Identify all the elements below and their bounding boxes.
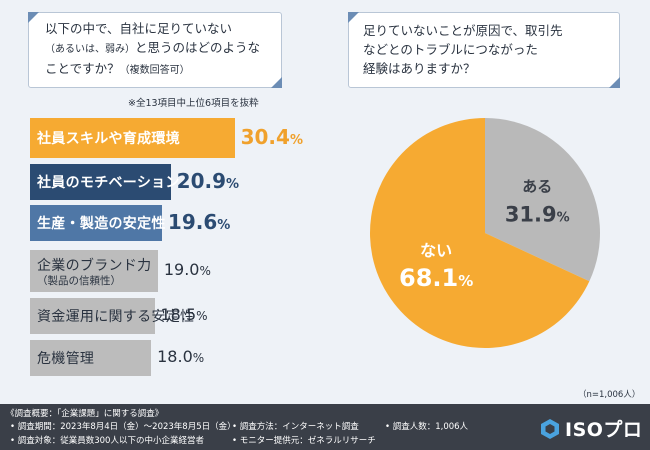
bar-label: 企業のブランド力 (37, 258, 152, 274)
pie-slice-yes (485, 118, 600, 282)
bar-value-label: 30.4% (241, 125, 303, 149)
bar-label: 社員のモチベーション (37, 175, 180, 191)
corner-accent (28, 12, 39, 23)
pie-value-unit: % (458, 272, 473, 290)
question-right-line3: 経験はありますか？ (363, 61, 476, 76)
selection-note: ※全13項目中上位6項目を抜粋 (128, 98, 259, 109)
survey-target: • 調査対象：従業員数300人以下の中小企業経営者 (10, 436, 204, 446)
bar-value-unit: % (199, 264, 211, 278)
question-right-line2: などとのトラブルにつながった (363, 42, 538, 57)
question-box-right: 足りていないことが原因で、取引先 などとのトラブルにつながった 経験はありますか… (348, 12, 620, 88)
survey-title: 《調査概要：「企業課題」に関する調査》 (6, 409, 164, 419)
pie-chart: ある 31.9% ない 68.1% (370, 118, 600, 348)
bar-value-label: 19.0% (164, 260, 211, 279)
question-left-line3-small: （複数回答可） (119, 65, 190, 76)
bar-6: 危機管理 (30, 340, 152, 376)
sample-size: （n=1,006人） (578, 390, 641, 400)
bar-value-number: 19.6 (167, 210, 218, 234)
bar-value-unit: % (217, 218, 231, 233)
survey-footer: 《調査概要：「企業課題」に関する調査》 • 調査期間：2023年8月4日（金）～… (0, 404, 650, 450)
question-left-line1: 以下の中で、自社に足りていない (45, 21, 233, 36)
question-left-line2-main: と思うのはどのような (135, 40, 261, 55)
pie-slice-value: 68.1% (399, 264, 473, 292)
hexagon-logo-icon (541, 418, 559, 439)
bar-value-label: 18.5% (161, 305, 208, 324)
bar-value-label: 19.6% (168, 210, 230, 234)
bar-value-unit: % (196, 309, 208, 323)
bar-value-number: 20.9 (176, 169, 227, 193)
logo-text: ISOプロ (565, 419, 643, 441)
question-left-line2: （あるいは、弱み）と思うのはどのような (45, 38, 271, 59)
survey-count: • 調査人数：1,006人 (385, 422, 469, 432)
pie-value-unit: % (557, 211, 570, 226)
bar-value-number: 19.0 (163, 260, 200, 279)
bar-value-label: 20.9% (177, 169, 239, 193)
pie-slice-label: ない (420, 241, 452, 260)
corner-accent (609, 77, 620, 88)
bar-value-unit: % (289, 133, 303, 148)
bar-label: 生産・製造の安定性 (37, 216, 166, 232)
bar-label: 資金運用に関する安定性 (37, 309, 195, 325)
question-right-line1: 足りていないことが原因で、取引先 (363, 23, 563, 38)
survey-method: • 調査方法：インターネット調査 (232, 422, 359, 432)
pie-slice-no (370, 118, 590, 348)
bar-value-label: 18.0% (157, 347, 204, 366)
survey-provider: • モニター提供元：ゼネラルリサーチ (232, 436, 376, 446)
bar-1: 社員スキルや育成環境 (30, 118, 235, 158)
corner-accent (271, 77, 282, 88)
pie-value-number: 31.9 (505, 203, 557, 227)
bar-value-number: 18.5 (160, 305, 197, 324)
pie-value-number: 68.1 (399, 264, 458, 292)
question-box-left: 以下の中で、自社に足りていない （あるいは、弱み）と思うのはどのような ことです… (28, 12, 282, 88)
bar-4: 企業のブランド力 （製品の信頼性） (30, 250, 158, 292)
bar-label: 危機管理 (37, 351, 95, 367)
bar-sublabel: （製品の信頼性） (37, 275, 121, 287)
bar-value-unit: % (226, 177, 240, 192)
bar-value-number: 30.4 (240, 125, 290, 149)
question-left-line3-main: ことですか？ (45, 61, 120, 76)
pie-slice-label: ある (522, 178, 552, 196)
question-left-line2-small: （あるいは、弱み） (45, 44, 135, 55)
isopro-logo: ISOプロ (540, 415, 642, 442)
corner-accent (348, 12, 359, 23)
bar-3: 生産・製造の安定性 (30, 205, 166, 241)
bar-2: 社員のモチベーション (30, 164, 180, 200)
bar-value-unit: % (192, 351, 205, 365)
survey-period: • 調査期間：2023年8月4日（金）～2023年8月5日（金） (10, 422, 236, 432)
bar-value-number: 18.0 (157, 347, 193, 366)
bar-label: 社員スキルや育成環境 (37, 131, 180, 147)
bar-5: 資金運用に関する安定性 (30, 298, 195, 334)
pie-slice-value: 31.9% (505, 203, 570, 227)
question-left-line3: ことですか？（複数回答可） (45, 59, 271, 80)
